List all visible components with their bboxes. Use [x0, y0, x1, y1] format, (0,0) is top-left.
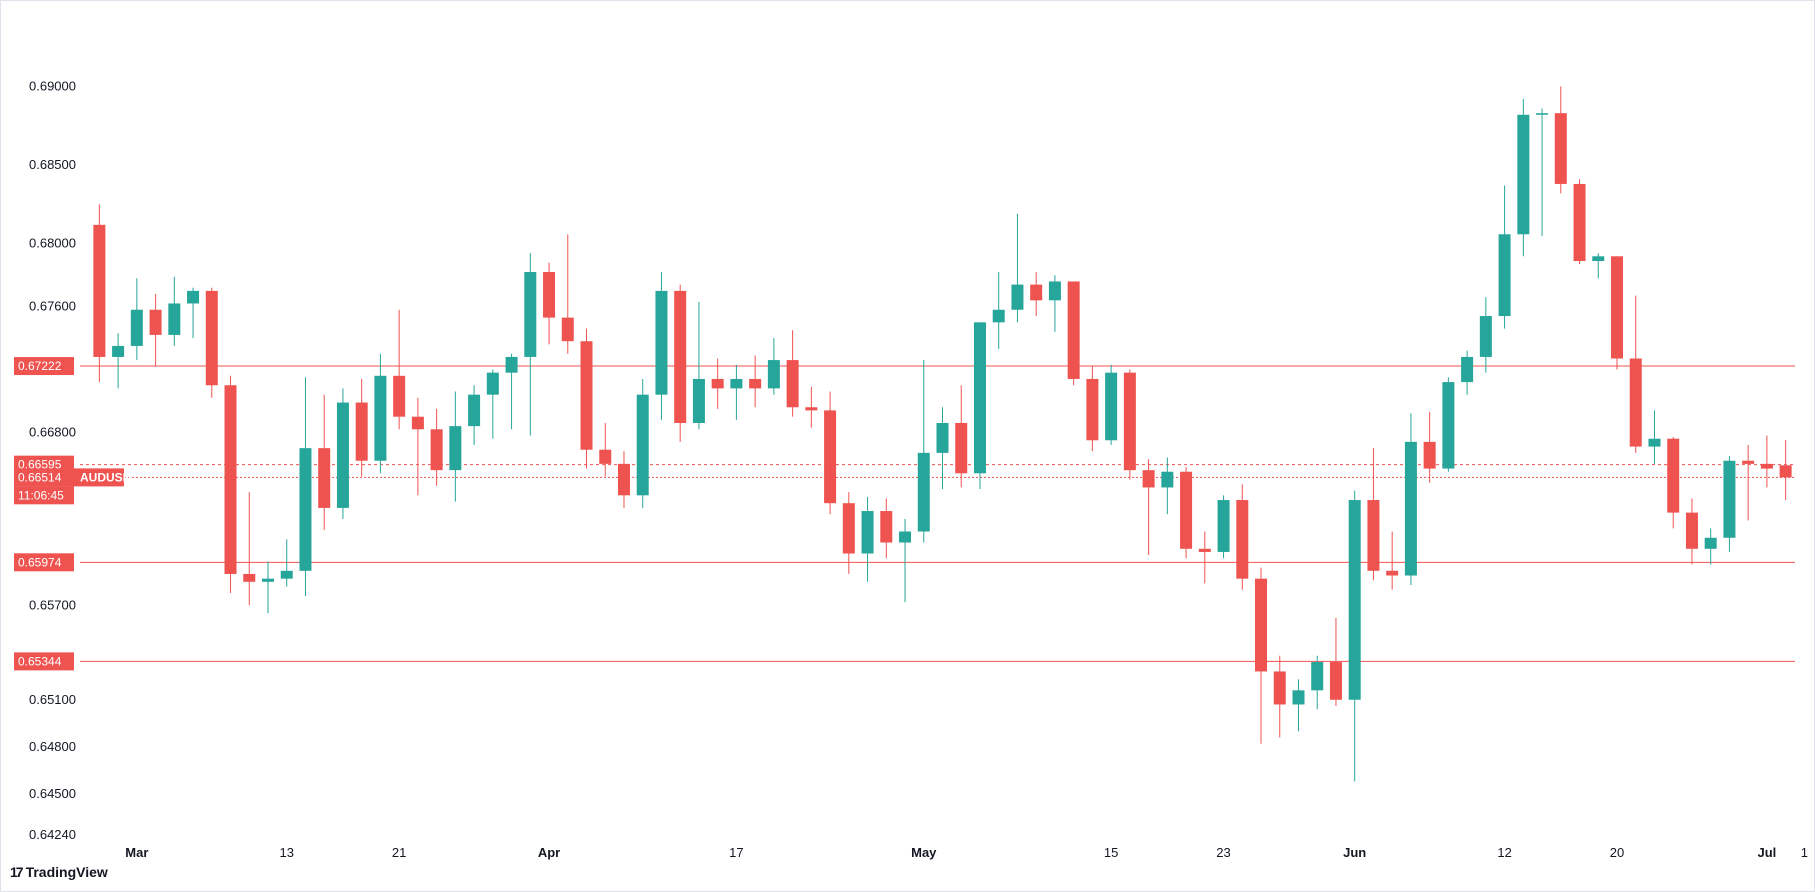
- chart-container: OANDA published on TradingView.com, Jul …: [0, 0, 1815, 892]
- svg-text:0.69000: 0.69000: [29, 78, 76, 93]
- svg-text:Jun: Jun: [1343, 845, 1366, 860]
- svg-text:12: 12: [1497, 845, 1511, 860]
- svg-text:0.68500: 0.68500: [29, 157, 76, 172]
- svg-text:0.66800: 0.66800: [29, 424, 76, 439]
- svg-text:Apr: Apr: [538, 845, 560, 860]
- tradingview-logo[interactable]: 17TradingView: [10, 864, 108, 880]
- svg-text:0.68000: 0.68000: [29, 236, 76, 251]
- svg-text:0.65344: 0.65344: [18, 654, 62, 668]
- svg-text:1: 1: [1801, 845, 1808, 860]
- svg-text:0.66514: 0.66514: [18, 470, 62, 484]
- svg-text:Mar: Mar: [125, 845, 148, 860]
- svg-text:0.65100: 0.65100: [29, 692, 76, 707]
- svg-text:17: 17: [729, 845, 743, 860]
- svg-text:0.64800: 0.64800: [29, 739, 76, 754]
- svg-text:15: 15: [1104, 845, 1118, 860]
- svg-text:11:06:45: 11:06:45: [18, 488, 64, 502]
- svg-text:0.64500: 0.64500: [29, 786, 76, 801]
- svg-text:21: 21: [392, 845, 406, 860]
- svg-text:20: 20: [1610, 845, 1624, 860]
- svg-text:0.64240: 0.64240: [29, 827, 76, 842]
- svg-text:0.67600: 0.67600: [29, 299, 76, 314]
- svg-text:0.67222: 0.67222: [18, 359, 62, 373]
- svg-text:23: 23: [1216, 845, 1230, 860]
- svg-text:13: 13: [279, 845, 293, 860]
- svg-text:AUDUSD: AUDUSD: [80, 470, 132, 484]
- svg-text:0.65700: 0.65700: [29, 597, 76, 612]
- svg-text:Jul: Jul: [1757, 845, 1776, 860]
- svg-text:May: May: [911, 845, 937, 860]
- svg-text:0.65974: 0.65974: [18, 555, 62, 569]
- candlestick-chart[interactable]: 0.64240 0.64500 0.64800 0.65100 0.65700 0.668…: [0, 0, 1815, 892]
